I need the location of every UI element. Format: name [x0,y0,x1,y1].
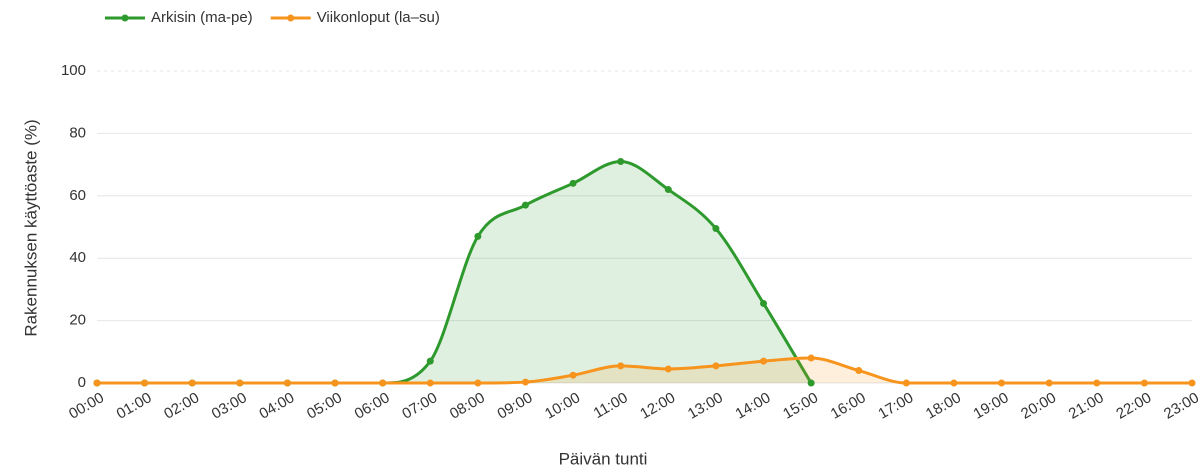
x-axis-label: Päivän tunti [559,449,648,468]
x-tick-label: 22:00 [1113,389,1154,422]
point [760,357,768,365]
point [521,378,529,386]
x-tick-label: 11:00 [591,389,631,422]
x-tick-label: 17:00 [875,389,916,422]
y-tick-label: 60 [69,187,86,204]
point [807,379,815,387]
x-tick-label: 07:00 [399,389,440,422]
x-tick-label: 18:00 [923,389,964,422]
x-tick-label: 03:00 [209,389,250,422]
point [521,201,529,209]
point [712,362,720,370]
x-tick-label: 12:00 [637,389,678,422]
point [807,354,815,362]
x-tick-label: 01:00 [114,389,155,422]
point [712,225,720,233]
point [855,367,863,375]
point [426,357,434,365]
point [1140,379,1148,387]
point [664,365,672,373]
point [474,232,482,240]
point [379,379,387,387]
point [1188,379,1196,387]
x-tick-label: 00:00 [66,389,107,422]
y-tick-label: 40 [69,249,86,266]
x-tick-label: 08:00 [447,389,488,422]
point [998,379,1006,387]
legend-label: Viikonloput (la–su) [317,9,440,26]
point [93,379,101,387]
area [97,161,812,383]
point [569,179,577,187]
point [283,379,291,387]
area [97,358,1192,383]
x-tick-label: 13:00 [685,389,726,422]
y-tick-label: 0 [78,374,86,391]
x-tick-label: 02:00 [161,389,202,422]
x-tick-label: 09:00 [494,389,535,422]
y-tick-label: 20 [69,312,86,329]
point [902,379,910,387]
x-tick-label: 14:00 [732,389,773,422]
point [141,379,149,387]
y-tick-label: 100 [61,62,86,79]
x-tick-label: 10:00 [542,389,583,422]
line [97,356,1192,385]
point [617,157,625,165]
point [1045,379,1053,387]
point [426,379,434,387]
x-tick-label: 05:00 [304,389,345,422]
point [331,379,339,387]
point [188,379,196,387]
x-tick-label: 19:00 [971,389,1012,422]
point [760,299,768,307]
y-tick-label: 80 [69,124,86,141]
point [664,186,672,194]
legend-dot [287,14,295,22]
y-axis-label: Rakennuksen käyttöaste (%) [21,119,40,336]
point [617,362,625,370]
x-tick-label: 20:00 [1018,389,1059,422]
point [950,379,958,387]
x-tick-label: 15:00 [780,389,821,422]
point [569,371,577,379]
x-tick-label: 16:00 [828,389,869,422]
x-tick-label: 04:00 [256,389,297,422]
point [1093,379,1101,387]
point [236,379,244,387]
x-tick-label: 23:00 [1161,389,1202,422]
legend-dot [121,14,129,22]
x-tick-label: 21:00 [1066,389,1107,422]
point [474,379,482,387]
legend-label: Arkisin (ma-pe) [151,9,253,26]
x-tick-label: 06:00 [352,389,393,422]
